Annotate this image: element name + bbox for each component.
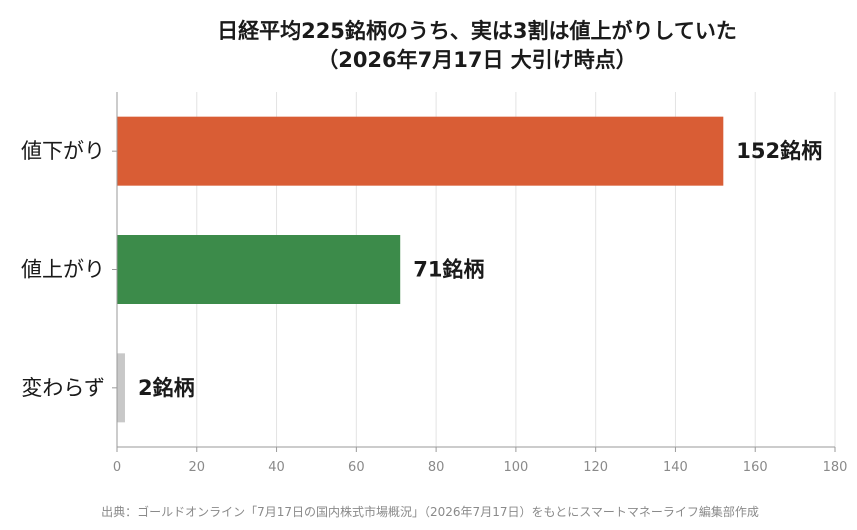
chart-title-line2: （2026年7月17日 大引け時点） [317,48,637,72]
x-tick-label: 20 [189,460,206,475]
x-tick-label: 0 [113,460,121,475]
category-label: 変わらず [21,376,105,400]
x-tick-label: 180 [823,460,848,475]
x-tick-label: 120 [583,460,608,475]
bar-value-label: 2銘柄 [138,376,195,400]
x-tick-label: 40 [268,460,285,475]
x-tick-label: 100 [503,460,528,475]
bar-value-label: 152銘柄 [736,139,822,163]
category-label: 値上がり [21,258,105,282]
x-tick-label: 140 [663,460,688,475]
source-note: 出典：ゴールドオンライン「7月17日の国内株式市場概況」（2026年7月17日）… [101,504,759,519]
category-label: 値下がり [21,139,105,163]
bar [117,116,724,186]
x-axis-ticks: 0 20 40 60 80 100 120 140 160 180 [113,447,848,475]
bar [117,353,125,423]
chart-title-line1: 日経平均225銘柄のうち、実は3割は値上がりしていた [217,19,737,43]
bar [117,235,401,304]
x-tick-label: 160 [743,460,768,475]
x-tick-label: 60 [348,460,365,475]
bars: 152銘柄 71銘柄 2銘柄 [117,116,822,423]
bar-value-label: 71銘柄 [413,258,484,282]
x-tick-label: 80 [428,460,445,475]
